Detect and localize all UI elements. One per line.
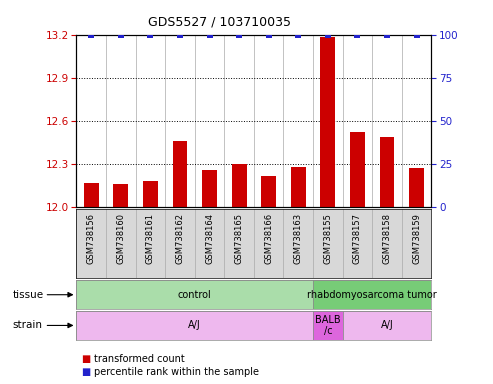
Bar <box>343 311 431 340</box>
Point <box>87 31 95 38</box>
Bar <box>350 132 365 207</box>
Text: GSM738160: GSM738160 <box>116 213 125 264</box>
Bar <box>380 137 394 207</box>
Text: A/J: A/J <box>188 320 201 331</box>
Point <box>294 31 302 38</box>
Bar <box>143 181 158 207</box>
Point <box>235 31 243 38</box>
Point <box>383 31 391 38</box>
Point <box>146 31 154 38</box>
Bar <box>409 169 424 207</box>
Text: A/J: A/J <box>381 320 393 331</box>
Text: GSM738155: GSM738155 <box>323 213 332 263</box>
Point <box>324 31 332 38</box>
Text: transformed count: transformed count <box>94 354 184 364</box>
Text: GSM738157: GSM738157 <box>353 213 362 264</box>
Text: GSM738163: GSM738163 <box>294 213 303 264</box>
Text: tissue: tissue <box>12 290 43 300</box>
Point <box>413 31 421 38</box>
Point <box>117 31 125 38</box>
Text: GSM738162: GSM738162 <box>176 213 184 264</box>
Bar <box>291 167 306 207</box>
Point <box>176 31 184 38</box>
Text: strain: strain <box>12 320 42 331</box>
Text: GDS5527 / 103710035: GDS5527 / 103710035 <box>148 15 291 28</box>
Bar <box>232 164 246 207</box>
Text: GSM738164: GSM738164 <box>205 213 214 264</box>
Bar <box>113 184 128 207</box>
Bar <box>261 175 276 207</box>
Bar <box>202 170 217 207</box>
Text: GSM738161: GSM738161 <box>146 213 155 264</box>
Point <box>353 31 361 38</box>
Bar <box>313 311 343 340</box>
Bar <box>76 311 313 340</box>
Bar <box>173 141 187 207</box>
Text: rhabdomyosarcoma tumor: rhabdomyosarcoma tumor <box>307 290 437 300</box>
Point <box>206 31 213 38</box>
Bar <box>320 37 335 207</box>
Point <box>265 31 273 38</box>
Text: GSM738158: GSM738158 <box>383 213 391 264</box>
Text: control: control <box>178 290 211 300</box>
Text: GSM738156: GSM738156 <box>87 213 96 264</box>
Text: ■: ■ <box>81 354 91 364</box>
Text: GSM738165: GSM738165 <box>235 213 244 264</box>
Text: GSM738159: GSM738159 <box>412 213 421 263</box>
Bar <box>76 280 313 309</box>
Text: percentile rank within the sample: percentile rank within the sample <box>94 367 259 377</box>
Text: BALB
/c: BALB /c <box>315 314 341 336</box>
Text: GSM738166: GSM738166 <box>264 213 273 264</box>
Bar <box>313 280 431 309</box>
Text: ■: ■ <box>81 367 91 377</box>
Bar <box>84 183 99 207</box>
